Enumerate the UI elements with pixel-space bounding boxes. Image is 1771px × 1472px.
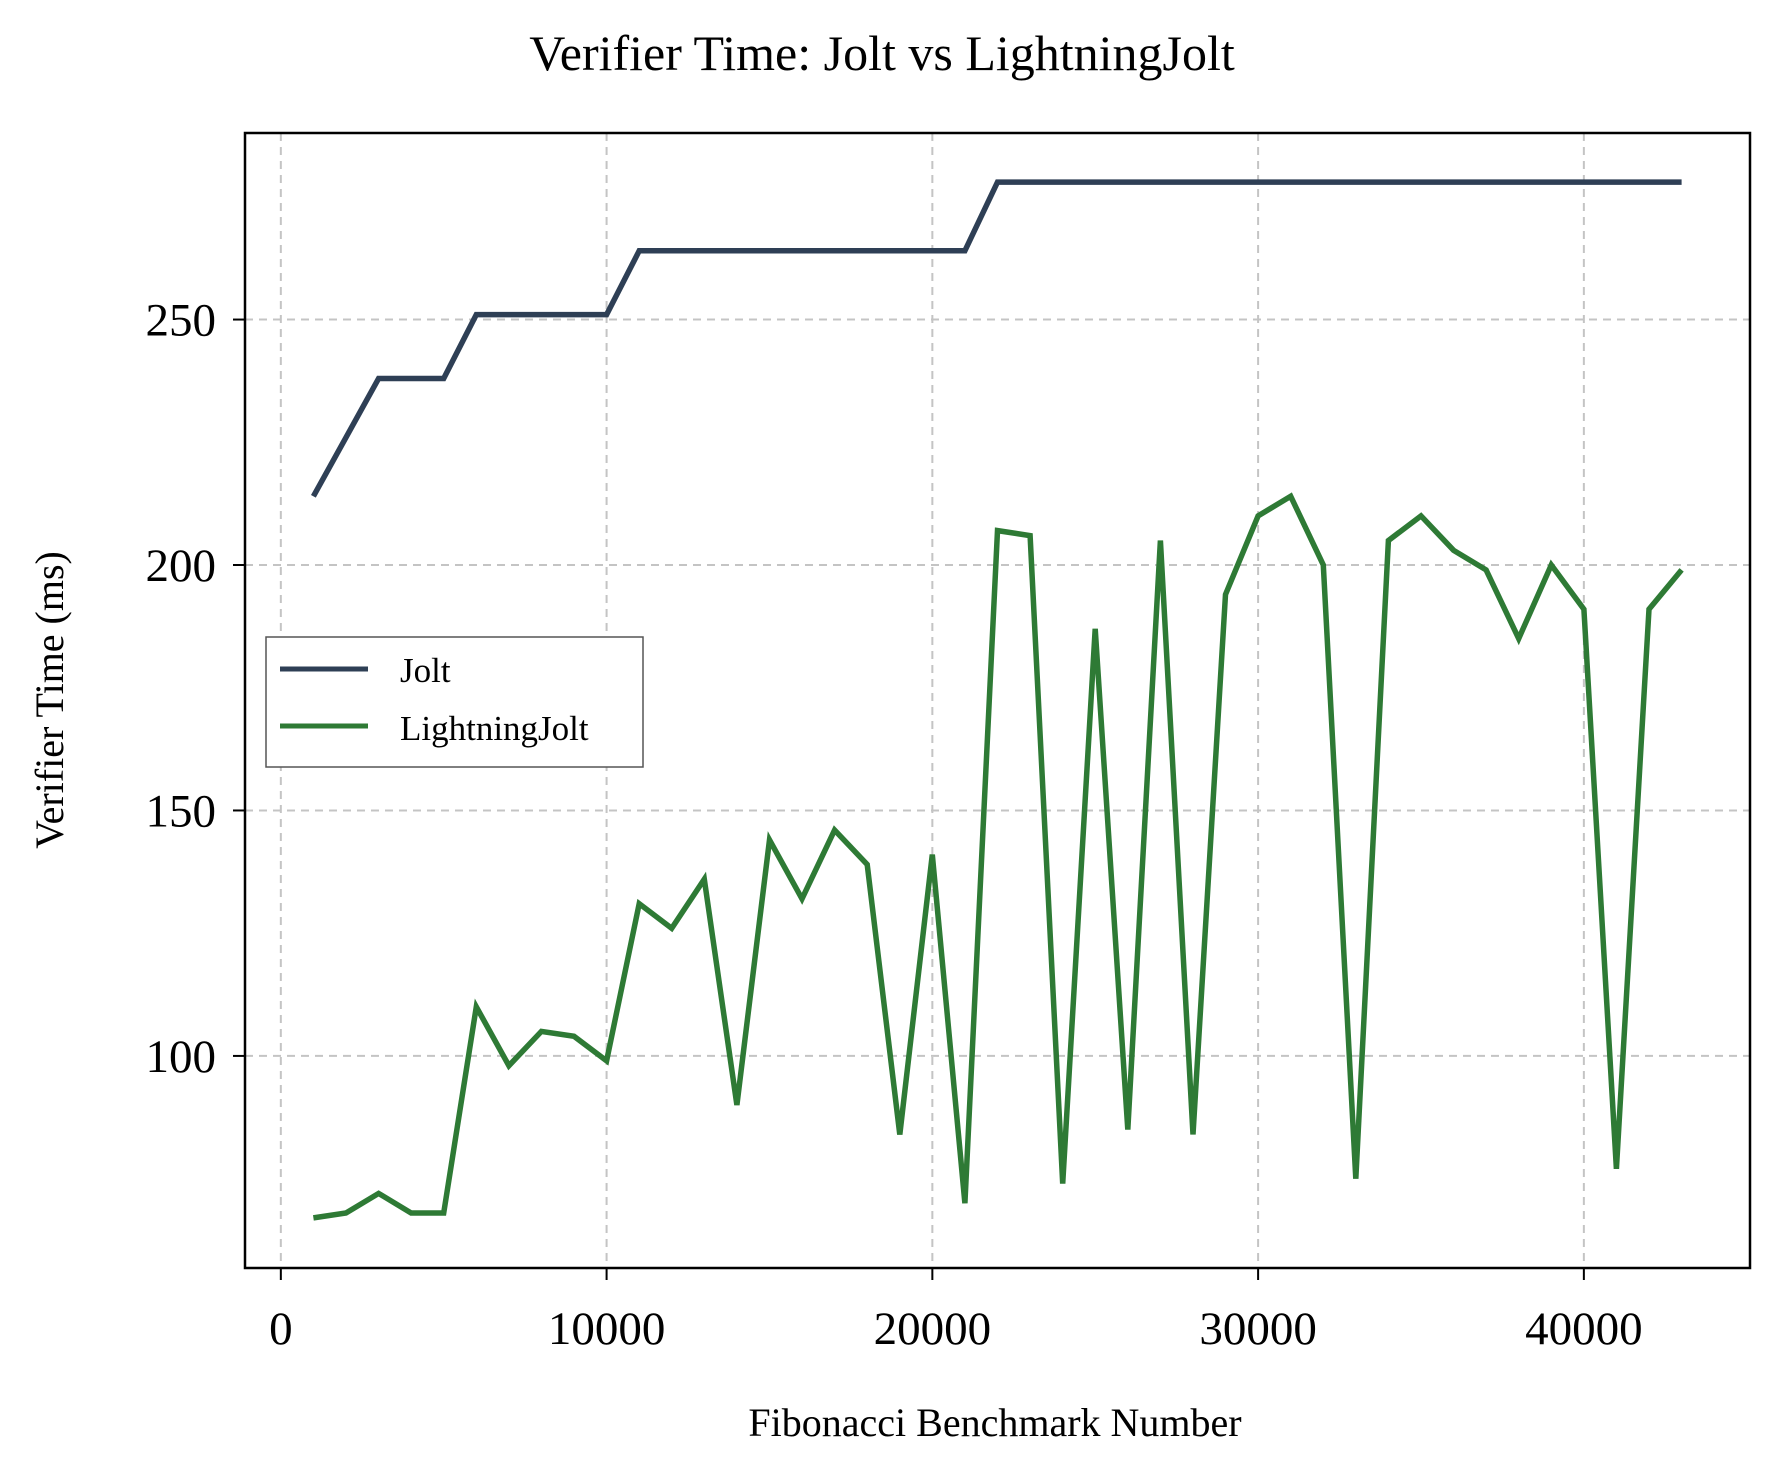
y-tick-label: 200 bbox=[146, 540, 217, 592]
series-line-jolt bbox=[310, 179, 1682, 498]
plot-frame bbox=[243, 131, 1752, 1270]
legend-box bbox=[265, 636, 644, 768]
x-tick-label: 20000 bbox=[874, 1303, 992, 1355]
y-axis-label: Verifier Time (ms) bbox=[27, 551, 72, 849]
series-lines bbox=[310, 179, 1684, 1221]
grid bbox=[245, 133, 1750, 1268]
x-tick-label: 40000 bbox=[1525, 1303, 1643, 1355]
legend: Jolt LightningJolt bbox=[265, 636, 644, 768]
x-tick-label: 30000 bbox=[1199, 1303, 1317, 1355]
y-tick-label: 100 bbox=[146, 1031, 217, 1083]
chart-title: Verifier Time: Jolt vs LightningJolt bbox=[529, 25, 1235, 81]
x-tick-label: 10000 bbox=[548, 1303, 666, 1355]
y-tick-label: 150 bbox=[146, 785, 217, 837]
axis-ticks: 0 10000 20000 30000 40000 100 150 200 250 bbox=[146, 295, 1643, 1355]
legend-label-jolt: Jolt bbox=[400, 651, 451, 690]
x-axis-label: Fibonacci Benchmark Number bbox=[748, 1400, 1241, 1445]
legend-label-lightningjolt: LightningJolt bbox=[400, 709, 589, 748]
y-tick-label: 250 bbox=[146, 295, 217, 347]
series-line-lightningjolt bbox=[312, 492, 1684, 1221]
x-tick-label: 0 bbox=[269, 1303, 293, 1355]
